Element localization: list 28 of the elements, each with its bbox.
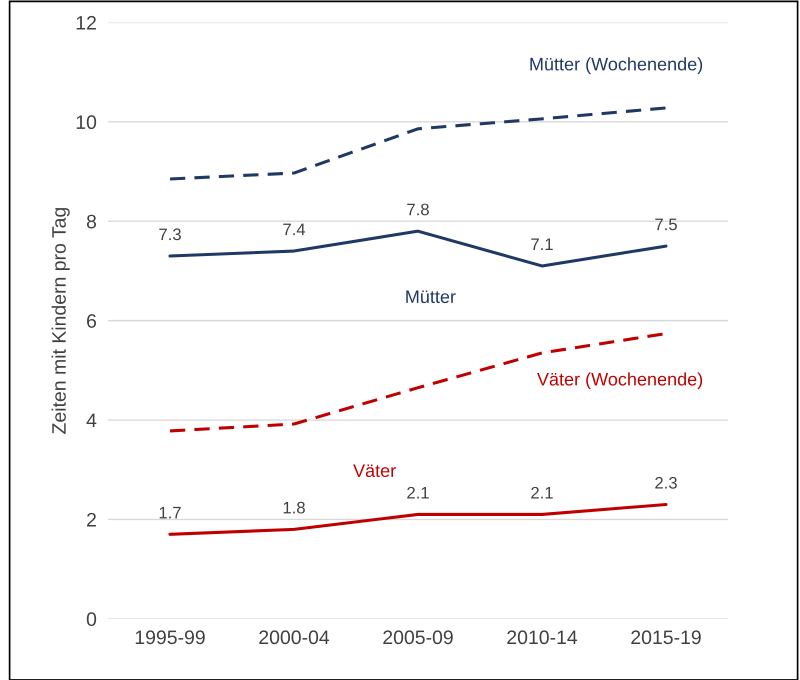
data-label: 7.5 — [655, 218, 677, 230]
data-label: 7.1 — [531, 238, 553, 250]
x-tick-label: 2015-19 — [631, 630, 701, 644]
data-label: 7.3 — [159, 228, 181, 240]
y-tick-label: 0 — [86, 612, 96, 626]
data-label: 2.1 — [407, 486, 429, 498]
y-tick-label: 2 — [87, 512, 96, 526]
x-tick-label: 2010-14 — [507, 630, 578, 644]
text: Mütter — [406, 290, 456, 304]
data-label: 7.8 — [407, 204, 429, 216]
x-tick-label: 2000-04 — [259, 630, 330, 644]
y-axis-title: Zeiten mit Kindern pro Tag — [52, 208, 70, 434]
data-label: 2.1 — [531, 486, 553, 498]
data-label: 1.8 — [284, 502, 305, 514]
y-tick-label: 10 — [76, 115, 96, 130]
data-label: 1.7 — [160, 506, 181, 518]
y-tick-label: 12 — [76, 16, 96, 30]
line-series — [168, 106, 668, 181]
y-tick-label: 8 — [86, 214, 96, 228]
series-label: Väter (Wochenende) — [537, 372, 702, 390]
y-tick-label: 4 — [86, 414, 96, 428]
x-tick-label: 2005-09 — [383, 630, 453, 644]
text: Väter — [353, 464, 396, 478]
text: Mütter (Wochenende) — [530, 57, 702, 74]
data-label: 7.4 — [283, 224, 306, 236]
data-label: 2.3 — [655, 476, 677, 489]
x-tick-label: 1995-99 — [136, 630, 205, 644]
y-tick-label: 6 — [87, 314, 96, 328]
